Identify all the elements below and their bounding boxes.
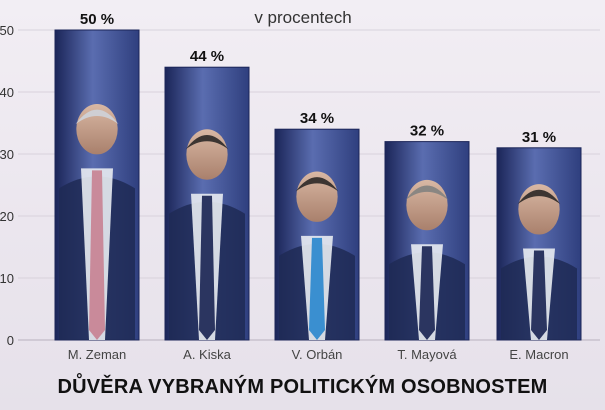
portrait-tie [309,237,325,340]
portrait-hair [517,189,561,205]
value-label: 31 % [522,129,556,146]
y-tick-label: 20 [0,209,14,224]
portrait-hair [185,134,229,150]
bar-1 [54,29,140,341]
y-tick-label: 30 [0,147,14,162]
portrait-tie [199,195,215,340]
bars [54,29,582,341]
y-tick-label: 50 [0,23,14,38]
bar-4 [384,141,470,341]
value-label: 44 % [190,48,224,65]
portrait-hair [295,177,339,192]
portrait-hair [75,109,119,125]
y-tick-label: 40 [0,85,14,100]
bar-2 [164,66,250,341]
value-label: 34 % [300,110,334,127]
category-label: E. Macron [509,347,568,362]
chart-title: DŮVĚRA VYBRANÝM POLITICKÝM OSOBNOSTEM [57,376,548,398]
y-axis-label: v procentech [254,8,351,27]
bar-5 [496,147,582,341]
value-label: 50 % [80,11,114,28]
category-labels: M. Zeman A. Kiska V. Orbán T. Mayová E. Macr… [68,347,569,362]
portrait-tie [419,246,435,340]
y-tick-label: 10 [0,271,14,286]
category-label: V. Orbán [292,347,343,362]
portrait-tie [531,250,547,340]
y-axis-ticks: 0 10 20 30 40 50 [0,23,14,348]
bar-3 [274,128,360,341]
value-label: 32 % [410,123,444,140]
category-label: T. Mayová [397,347,457,362]
category-label: A. Kiska [183,347,231,362]
portrait-tie [89,170,105,340]
portrait-hair [405,185,449,201]
category-label: M. Zeman [68,347,127,362]
value-labels: 50 % 44 % 34 % 32 % 31 % [80,11,556,146]
y-tick-label: 0 [7,333,14,348]
